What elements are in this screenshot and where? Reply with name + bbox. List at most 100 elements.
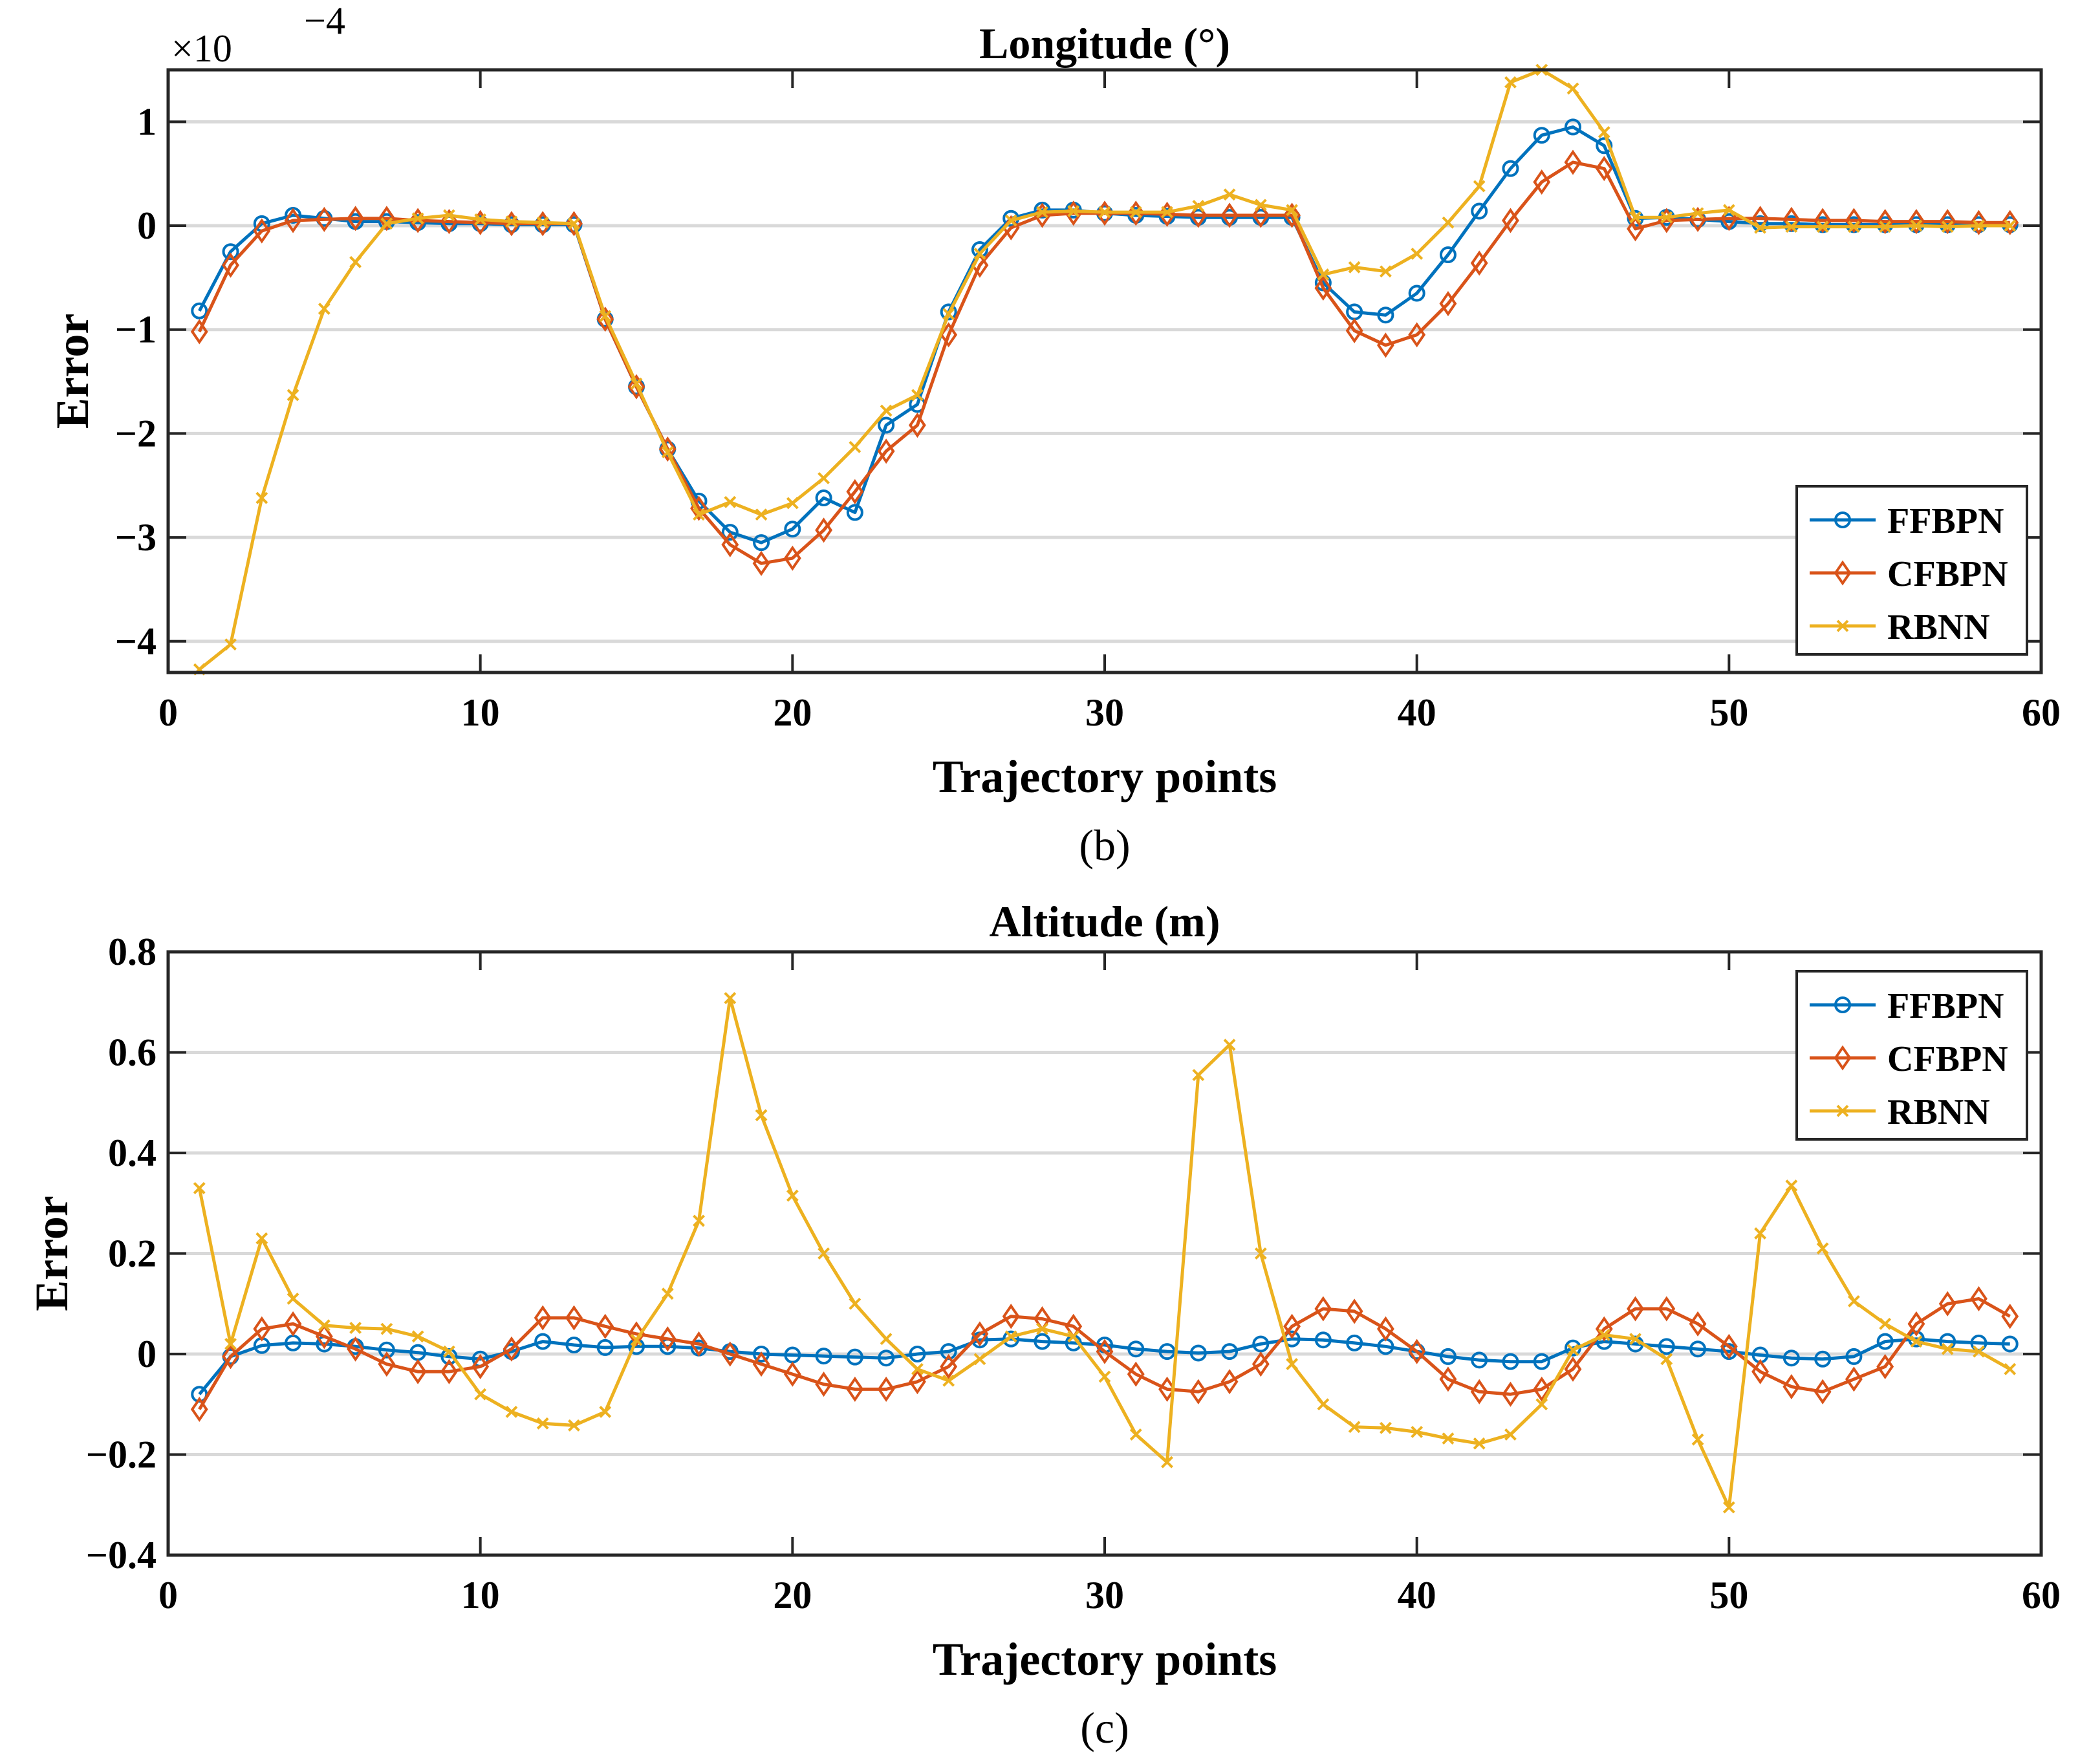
- x-tick-label: 50: [1709, 691, 1748, 734]
- data-point-cfbpn: [1845, 1366, 1863, 1392]
- data-point-rbnn: [1442, 1432, 1455, 1445]
- data-point-cfbpn: [1970, 210, 1988, 235]
- data-point-ffbpn: [1471, 1351, 1488, 1369]
- data-point-rbnn: [1660, 1353, 1673, 1366]
- data-point-ffbpn: [1533, 1353, 1550, 1370]
- data-point-cfbpn: [1189, 202, 1208, 228]
- data-point-cfbpn: [347, 1336, 365, 1362]
- data-point-cfbpn: [1533, 1376, 1551, 1402]
- data-point-ffbpn: [784, 521, 801, 538]
- panel-b-ylabel: Error: [47, 314, 98, 429]
- data-point-cfbpn: [1907, 209, 1925, 235]
- data-point-rbnn: [1254, 1247, 1267, 1260]
- data-point-ffbpn: [1814, 1350, 1832, 1368]
- data-point-cfbpn: [1002, 1304, 1020, 1329]
- data-point-cfbpn: [378, 1351, 396, 1377]
- data-point-cfbpn: [1689, 206, 1707, 232]
- data-point-cfbpn: [315, 1324, 333, 1350]
- data-point-ffbpn: [1596, 137, 1613, 155]
- data-point-rbnn: [442, 1345, 455, 1358]
- data-point-rbnn: [1317, 268, 1330, 281]
- data-point-rbnn: [1317, 1398, 1330, 1411]
- data-point-rbnn: [380, 217, 393, 230]
- y-tick-label: −1: [115, 308, 157, 351]
- data-point-ffbpn: [940, 303, 957, 321]
- data-point-rbnn: [255, 491, 268, 504]
- data-point-rbnn: [1566, 82, 1579, 95]
- data-point-cfbpn: [1533, 169, 1551, 195]
- data-point-cfbpn: [1376, 332, 1394, 358]
- data-point-ffbpn: [378, 1341, 395, 1359]
- panel-b-legend: FFBPN CFBPN RBNN: [1795, 485, 2028, 656]
- data-point-cfbpn: [1564, 1356, 1582, 1382]
- data-point-ffbpn: [878, 1350, 895, 1367]
- data-point-rbnn: [1847, 220, 1860, 233]
- data-point-rbnn: [536, 216, 549, 229]
- legend-label-rbnn: RBNN: [1887, 607, 1990, 647]
- data-point-ffbpn: [1221, 1343, 1239, 1361]
- data-point-cfbpn: [1408, 322, 1426, 348]
- x-tick-label: 40: [1398, 691, 1436, 734]
- data-point-rbnn: [599, 310, 612, 323]
- data-point-rbnn: [1286, 1358, 1299, 1370]
- data-point-rbnn: [786, 497, 799, 510]
- data-point-ffbpn: [1533, 127, 1550, 144]
- data-point-cfbpn: [1814, 208, 1832, 233]
- data-point-cfbpn: [253, 218, 271, 244]
- data-point-rbnn: [224, 1338, 237, 1350]
- legend-marker-cfbpn: [1834, 1045, 1852, 1071]
- data-point-cfbpn: [1627, 216, 1644, 242]
- data-point-cfbpn: [1782, 1374, 1801, 1400]
- data-point-cfbpn: [596, 1313, 614, 1339]
- data-point-rbnn: [1348, 261, 1361, 274]
- data-point-rbnn: [1379, 1421, 1392, 1434]
- data-point-rbnn: [1910, 219, 1923, 232]
- data-point-cfbpn: [721, 532, 739, 557]
- data-point-rbnn: [911, 389, 924, 402]
- data-point-cfbpn: [877, 438, 895, 464]
- data-point-cfbpn: [815, 517, 833, 543]
- data-point-rbnn: [1379, 265, 1392, 278]
- panel-c-ticks: 0 10 20 30 40 50 60 0.8 0.6 0.4 0.2 0 −0.2 −0.4: [86, 930, 2061, 1617]
- data-point-cfbpn: [1938, 1291, 1956, 1317]
- data-point-cfbpn: [1595, 1316, 1613, 1342]
- data-point-cfbpn: [1283, 1313, 1301, 1339]
- data-point-cfbpn: [1970, 1285, 1988, 1312]
- data-point-cfbpn: [284, 1311, 302, 1337]
- data-point-cfbpn: [1814, 1379, 1832, 1404]
- data-point-cfbpn: [815, 1371, 833, 1397]
- data-point-rbnn: [1223, 1038, 1236, 1051]
- data-point-ffbpn: [1408, 285, 1425, 302]
- data-point-cfbpn: [222, 252, 239, 278]
- data-point-cfbpn: [253, 1316, 271, 1342]
- data-point-rbnn: [1847, 1295, 1860, 1307]
- data-point-cfbpn: [565, 1305, 583, 1331]
- data-point-rbnn: [1910, 1335, 1923, 1348]
- data-point-cfbpn: [440, 209, 458, 235]
- data-point-rbnn: [1411, 248, 1424, 260]
- data-point-cfbpn: [222, 1344, 239, 1370]
- series-line-ffbpn: [198, 125, 2010, 544]
- data-point-rbnn: [1535, 1398, 1548, 1411]
- legend-label-ffbpn: FFBPN: [1887, 986, 2004, 1026]
- data-point-rbnn: [1941, 220, 1954, 233]
- data-point-ffbpn: [2001, 1335, 2019, 1353]
- legend-label-rbnn: RBNN: [1887, 1092, 1990, 1132]
- data-point-rbnn: [1566, 1344, 1579, 1357]
- data-point-ffbpn: [1658, 1338, 1675, 1355]
- panel-c-title: Altitude (m): [990, 897, 1220, 946]
- data-point-ffbpn: [753, 534, 770, 552]
- data-point-cfbpn: [752, 550, 770, 576]
- data-point-rbnn: [724, 992, 737, 1004]
- data-point-ffbpn: [1689, 1340, 1707, 1358]
- data-point-rbnn: [1722, 1501, 1735, 1514]
- data-point-rbnn: [1129, 1428, 1142, 1441]
- y-tick-label: 1: [137, 100, 157, 143]
- data-point-rbnn: [1816, 1242, 1829, 1255]
- data-point-cfbpn: [2001, 210, 2019, 235]
- data-point-cfbpn: [721, 1341, 739, 1367]
- data-point-cfbpn: [1907, 1311, 1925, 1337]
- data-point-rbnn: [1598, 1329, 1610, 1341]
- data-point-rbnn: [1629, 1333, 1641, 1346]
